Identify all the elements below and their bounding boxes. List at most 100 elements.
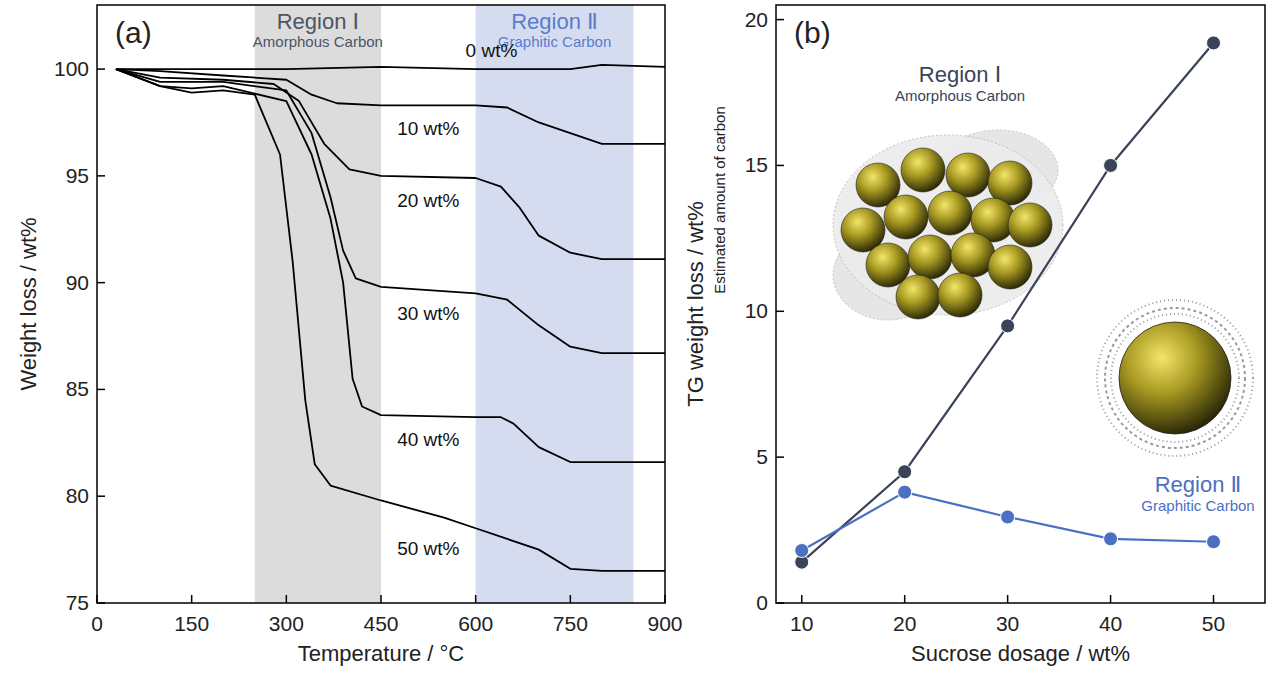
label-bg	[395, 303, 461, 324]
y-tick	[97, 68, 105, 70]
x-tick-label: 150	[174, 612, 209, 635]
x-axis-title: Temperature / °C	[298, 641, 465, 666]
series-label: Region Ⅱ	[1155, 472, 1242, 497]
x-tick	[191, 595, 193, 603]
x-tick-label: 750	[553, 612, 588, 635]
particle	[908, 235, 952, 279]
y-tick	[776, 19, 784, 21]
x-tick	[286, 595, 288, 603]
particle	[988, 245, 1032, 289]
curve-label: 30 wt%	[397, 303, 459, 324]
label-bg	[395, 190, 461, 211]
x-tick	[570, 595, 572, 603]
graphitic-shell	[1105, 308, 1245, 448]
y-tick	[776, 165, 784, 167]
x-tick-label: 900	[647, 612, 682, 635]
x-tick	[801, 595, 803, 603]
x-tick	[1110, 595, 1112, 603]
particle	[946, 153, 990, 197]
y-axis-title: Weight loss / wt%	[16, 217, 41, 390]
y-axis-title: TG weight loss / wt%	[683, 201, 708, 406]
region-label: Region Ⅰ	[277, 9, 359, 34]
label-bg	[395, 118, 461, 139]
x-tick	[904, 595, 906, 603]
y-tick-label: 20	[745, 8, 768, 31]
panel-label: (b)	[794, 16, 831, 49]
y-tick	[97, 282, 105, 284]
curve-label: 50 wt%	[397, 538, 459, 559]
tg-curve	[116, 69, 665, 353]
tg-curve	[116, 69, 665, 259]
particle	[928, 191, 972, 235]
y-tick-label: 5	[756, 445, 768, 468]
particle	[938, 273, 982, 317]
x-tick-label: 30	[996, 612, 1019, 635]
series-label: Region Ⅰ	[919, 62, 1001, 87]
label-bg	[464, 40, 520, 61]
y-tick	[97, 602, 105, 604]
region-band	[476, 5, 634, 603]
x-tick	[1007, 595, 1009, 603]
y-tick-label: 100	[54, 57, 89, 80]
tg-curve	[116, 69, 665, 571]
plot-area	[116, 5, 665, 603]
x-tick	[96, 595, 98, 603]
x-tick	[664, 595, 666, 603]
panel-b: 102030405005101520Sucrose dosage / wt%(b…	[683, 5, 1265, 666]
particle	[1008, 203, 1052, 247]
plot-frame	[97, 5, 665, 603]
y-tick-label: 10	[745, 299, 768, 322]
y-tick-label: 0	[756, 591, 768, 614]
curve-label: 20 wt%	[397, 190, 459, 211]
series-sublabel: Graphitic Carbon	[1141, 497, 1254, 514]
x-tick-label: 10	[790, 612, 813, 635]
data-point	[1207, 36, 1221, 50]
region-sublabel: Amorphous Carbon	[253, 33, 383, 50]
y-tick	[97, 175, 105, 177]
graphitic-shell	[1097, 300, 1253, 456]
curve-label: 40 wt%	[397, 429, 459, 450]
label-bg	[395, 429, 461, 450]
data-point	[1104, 532, 1118, 546]
y-tick-label: 80	[66, 484, 89, 507]
y-tick	[97, 495, 105, 497]
panel-a: 0 150 300 450 600 750 900 75 80 85 90 95 100 Temperat…	[16, 5, 683, 666]
tg-curve	[116, 69, 665, 462]
tg-curve	[116, 69, 665, 144]
tg-curve	[116, 65, 665, 69]
y-tick-label: 90	[66, 271, 89, 294]
x-axis-title: Sucrose dosage / wt%	[911, 641, 1130, 666]
x-tick-label: 450	[363, 612, 398, 635]
x-tick-label: 20	[893, 612, 916, 635]
x-tick	[380, 595, 382, 603]
y-tick-label: 75	[66, 591, 89, 614]
x-tick-label: 600	[458, 612, 493, 635]
x-tick	[475, 595, 477, 603]
particle	[1119, 322, 1231, 434]
label-bg	[395, 538, 461, 559]
data-point	[898, 465, 912, 479]
particle	[896, 275, 940, 319]
y-axis-subtitle: Estimated amount of carbon	[711, 106, 728, 294]
illustration	[833, 130, 1253, 456]
y-tick-label: 95	[66, 164, 89, 187]
x-tick	[1213, 595, 1215, 603]
particle	[901, 148, 945, 192]
particle	[884, 195, 928, 239]
x-tick-label: 0	[91, 612, 103, 635]
y-tick	[97, 389, 105, 391]
region-band	[255, 5, 381, 603]
data-point	[1001, 319, 1015, 333]
x-tick-label: 300	[269, 612, 304, 635]
plot-frame	[776, 5, 1265, 603]
figure: 01503004506007509007580859095100Temperat…	[0, 0, 1282, 675]
y-tick-label: 85	[66, 377, 89, 400]
y-tick	[776, 456, 784, 458]
data-point	[1207, 535, 1221, 549]
y-tick	[776, 602, 784, 604]
series-line	[802, 43, 1214, 562]
data-point	[1104, 158, 1118, 172]
region-label: Region Ⅱ	[511, 9, 598, 34]
x-tick-label: 40	[1099, 612, 1122, 635]
graphitic-shell	[1111, 314, 1239, 442]
